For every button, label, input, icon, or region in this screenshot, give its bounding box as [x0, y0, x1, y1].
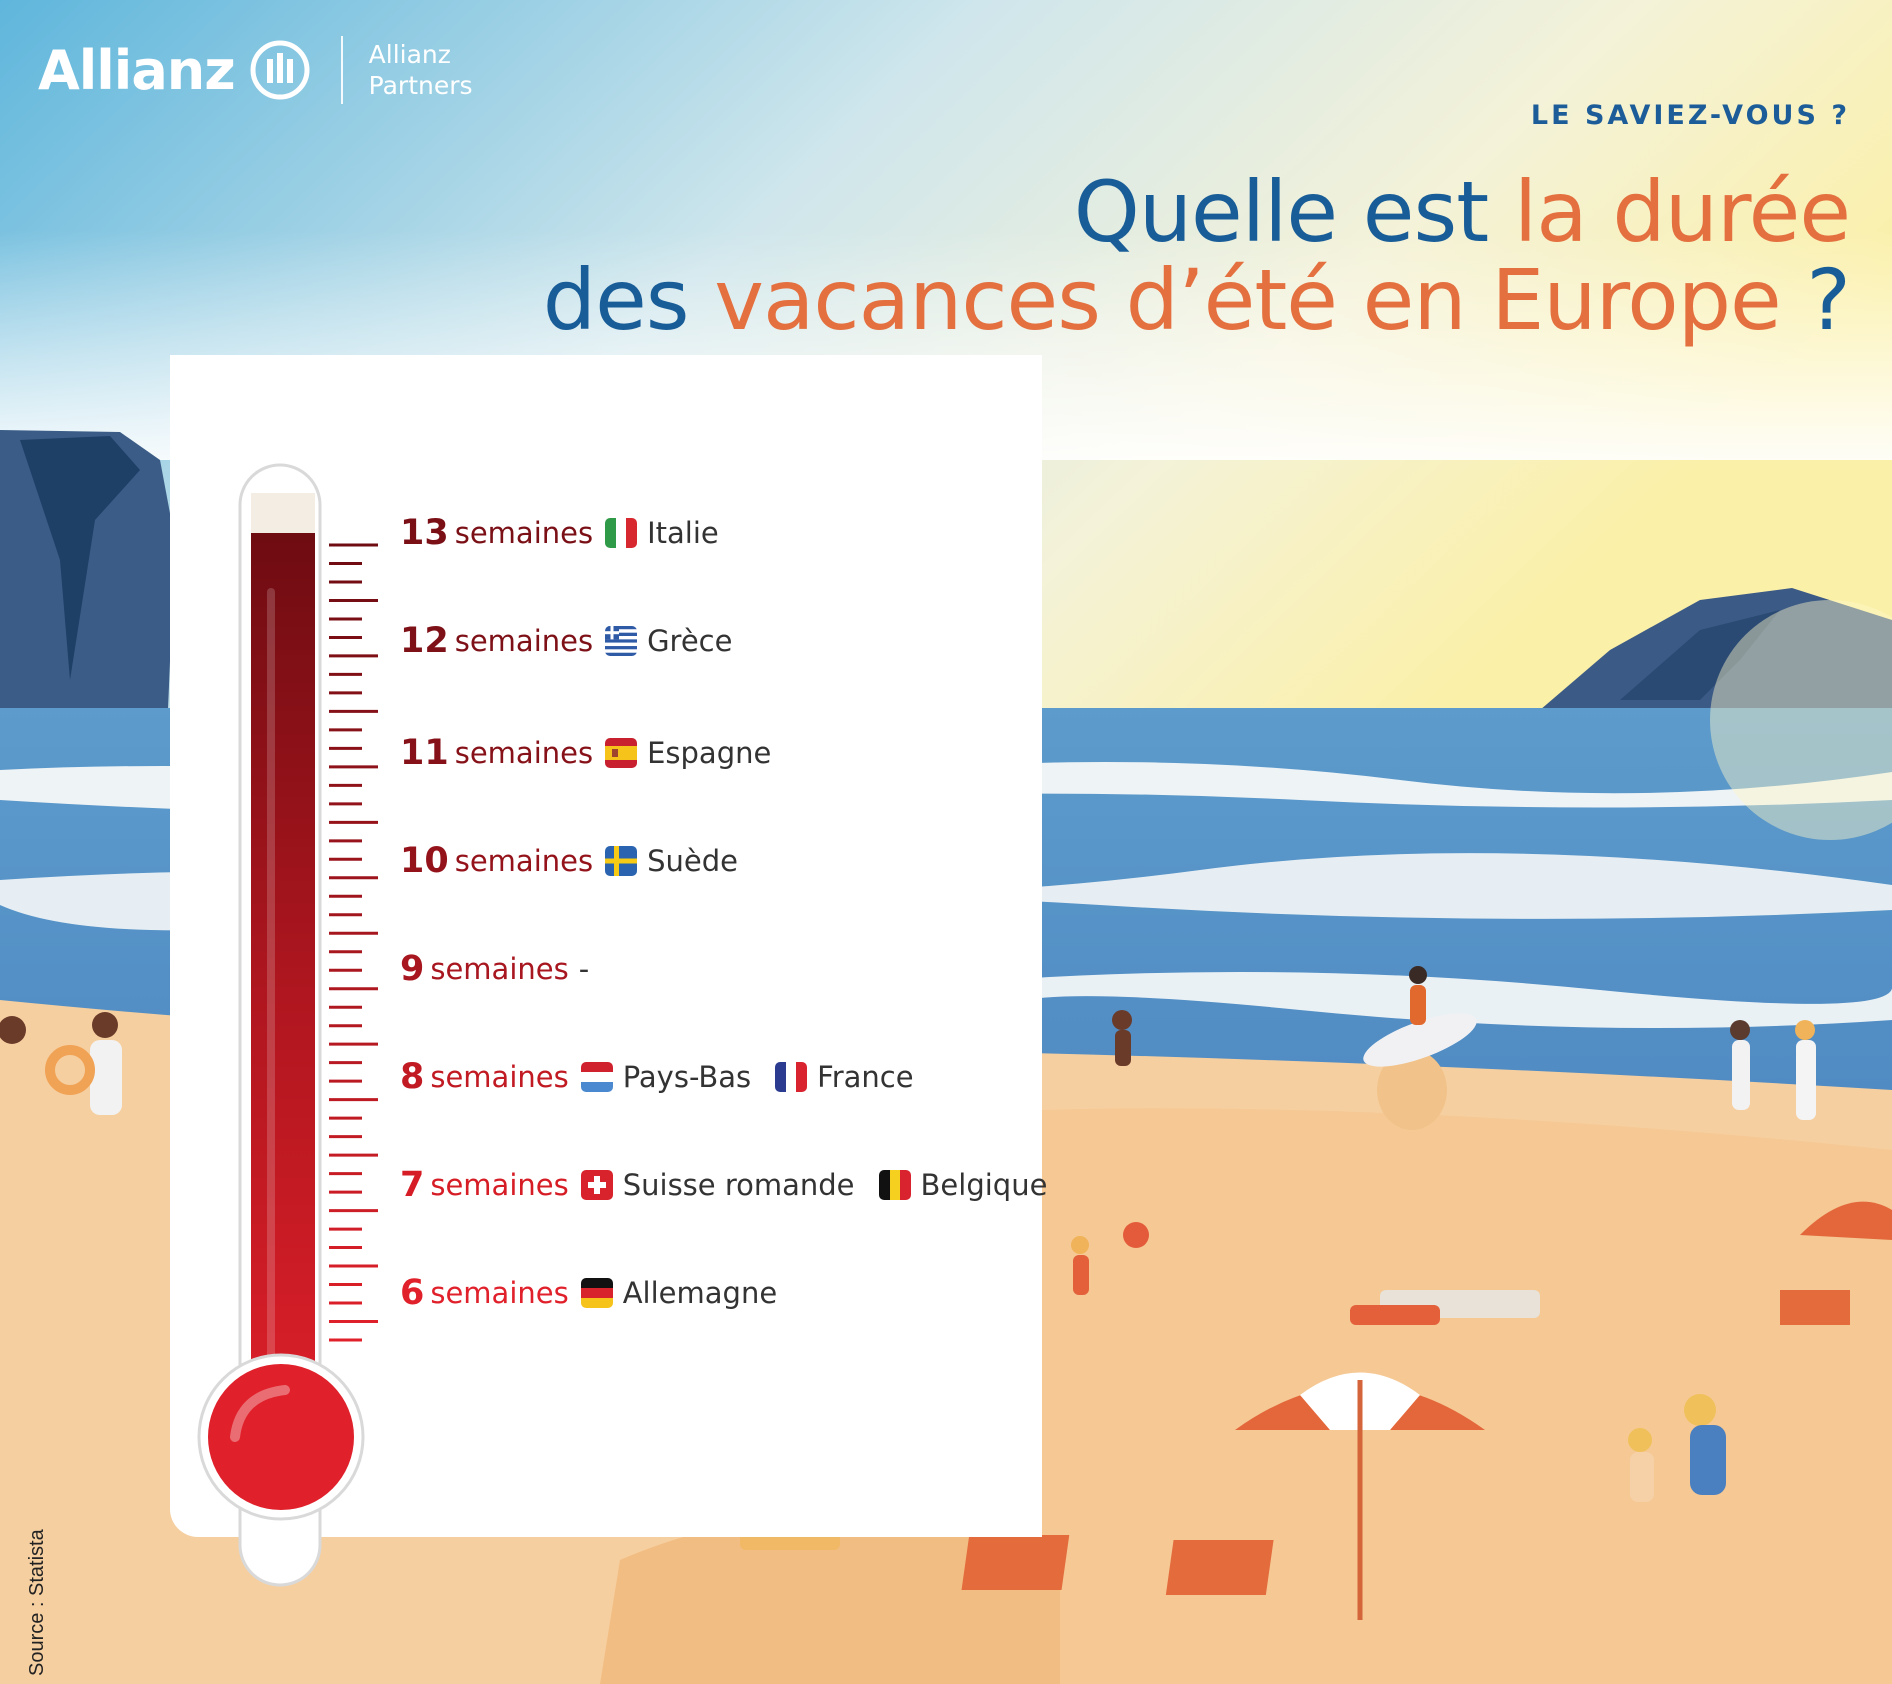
weeks-unit: semaines — [454, 736, 594, 770]
country-name: France — [817, 1060, 914, 1094]
page-title: Quelle est la durée des vacances d’été e… — [543, 168, 1851, 344]
duration-row: 13 semaines Italie — [400, 513, 741, 553]
duration-row: 10 semaines Suède — [400, 841, 760, 881]
allianz-wordmark: Allianz — [38, 38, 236, 102]
weeks-value: 10 — [400, 841, 449, 881]
title-part: ? — [1780, 251, 1851, 349]
germany-flag-icon — [580, 1278, 613, 1308]
country-name: Belgique — [920, 1168, 1048, 1202]
source-note: Source : Statista — [26, 1529, 48, 1676]
thermometer-bulb — [208, 1364, 354, 1510]
country-name: Suède — [647, 844, 738, 878]
greece-flag-icon — [605, 626, 638, 656]
weeks-unit: semaines — [430, 1276, 569, 1310]
allianz-eagle-icon — [250, 40, 310, 100]
country-name: Grèce — [647, 624, 733, 658]
country-name: Espagne — [647, 736, 772, 770]
thermometer-highlight — [267, 588, 275, 1373]
weeks-value: 6 — [400, 1273, 425, 1313]
weeks-value: 11 — [400, 733, 449, 773]
title-highlight: la durée — [1513, 163, 1851, 261]
weeks-unit: semaines — [430, 1060, 569, 1094]
duration-row: 11 semaines Espagne — [400, 733, 793, 773]
duration-row: 6 semaines Allemagne — [400, 1273, 799, 1313]
country-name: Italie — [647, 516, 719, 550]
partner-label: Allianz Partners — [369, 39, 473, 101]
title-line-1: Quelle est la durée — [543, 168, 1851, 256]
weeks-unit: semaines — [454, 516, 594, 550]
france-flag-icon — [775, 1062, 808, 1092]
thermometer-cap — [251, 493, 315, 533]
title-highlight: vacances d’été en Europe — [714, 251, 1781, 349]
weeks-unit: semaines — [430, 952, 569, 986]
country-name: Pays-Bas — [622, 1060, 752, 1094]
weeks-value: 9 — [400, 949, 425, 989]
logo-divider — [340, 36, 343, 104]
no-country-dash: - — [578, 952, 590, 986]
netherlands-flag-icon — [580, 1062, 613, 1092]
sweden-flag-icon — [605, 846, 638, 876]
thermometer-fill — [251, 533, 315, 1463]
allianz-partners-logo: Allianz Allianz Partners — [38, 36, 473, 104]
italy-flag-icon — [605, 518, 638, 548]
spain-flag-icon — [605, 738, 638, 768]
duration-row: 7 semaines Suisse romande Belgique — [400, 1165, 1069, 1205]
weeks-value: 7 — [400, 1165, 425, 1205]
country-name: Allemagne — [622, 1276, 778, 1310]
belgium-flag-icon — [878, 1170, 911, 1200]
country-name: Suisse romande — [622, 1168, 855, 1202]
weeks-value: 13 — [400, 513, 449, 553]
title-line-2: des vacances d’été en Europe ? — [543, 256, 1851, 344]
partner-line-2: Partners — [368, 71, 473, 100]
switzerland-flag-icon — [580, 1170, 613, 1200]
partner-line-1: Allianz — [368, 40, 451, 69]
weeks-value: 12 — [400, 621, 449, 661]
title-part: Quelle est — [1073, 163, 1514, 261]
duration-row: 8 semaines Pays-Bas France — [400, 1057, 936, 1097]
kicker-label: LE SAVIEZ-VOUS ? — [1530, 100, 1850, 131]
weeks-value: 8 — [400, 1057, 425, 1097]
title-part: des — [542, 251, 715, 349]
duration-row: 12 semaines Grèce — [400, 621, 754, 661]
duration-row: 9 semaines - — [400, 949, 589, 989]
thermometer-ticks — [329, 543, 378, 1342]
weeks-unit: semaines — [454, 844, 594, 878]
bulb-highlight — [230, 1385, 290, 1442]
weeks-unit: semaines — [454, 624, 594, 658]
weeks-unit: semaines — [430, 1168, 569, 1202]
